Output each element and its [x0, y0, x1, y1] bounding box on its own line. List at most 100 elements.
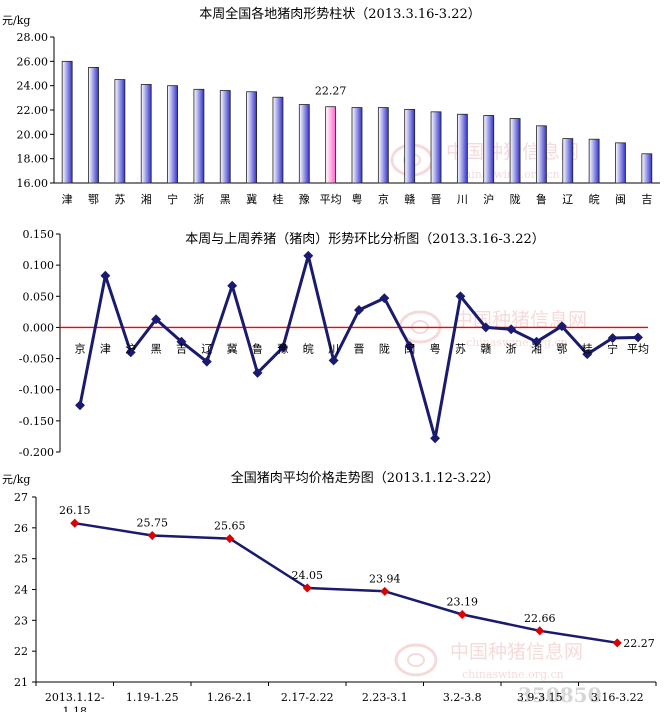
chart2-point [201, 356, 212, 367]
chart2-category-label: 冀 [227, 341, 238, 355]
chart2-point [328, 355, 339, 366]
chart1-ytick-label: 16.00 [17, 177, 49, 190]
chart2-ytick-label: 0.050 [23, 290, 55, 303]
chart2-category-label: 浙 [506, 342, 517, 355]
chart2-point [633, 332, 643, 343]
chart3-category-label: 1.19-1.25 [126, 691, 179, 704]
chart2-category-label: 苏 [455, 342, 466, 355]
chart2-point [252, 367, 263, 378]
chart1-category-label: 桂 [272, 192, 283, 206]
watermark-brand: 350850 [518, 683, 602, 707]
chart3-point [380, 586, 390, 596]
chart1-bar [456, 113, 468, 184]
chart2-category-label: 津 [100, 342, 111, 355]
chart1-y-ticks: 16.00 18.00 20.00 22.00 24.00 26.00 28.00 [17, 31, 54, 190]
chart2-point [506, 324, 517, 335]
chart3-x-ticks [35, 682, 657, 686]
chart3-series-line [74, 521, 618, 645]
chart2-category-label: 宁 [607, 341, 618, 355]
chart3-point [535, 626, 545, 636]
chart2-point [480, 322, 491, 333]
chart1-bar [377, 107, 389, 184]
bar-chart-provinces: 本周全国各地猪肉形势柱状（2013.3.16-3.22） 元/kg 16.001… [2, 6, 660, 206]
chart1-highlight-label: 22.27 [315, 85, 347, 98]
chart2-point [455, 291, 466, 302]
chart1-ytick-label: 26.00 [17, 55, 49, 68]
chart2-point [354, 305, 364, 315]
watermark-url-3: chinaswine.org.cn [462, 668, 564, 681]
chart3-category-label: 3.2-3.8 [443, 691, 482, 704]
chart2-ytick-label: -0.150 [19, 415, 54, 428]
chart1-category-label: 鲁 [536, 192, 547, 206]
chart1-category-label: 沪 [483, 192, 494, 206]
chart3-data-label: 22.66 [524, 612, 556, 625]
chart2-category-label: 皖 [303, 341, 314, 355]
chart1-bar [430, 111, 442, 184]
chart1-category-label: 闽 [615, 193, 626, 206]
chart3-y-ticks: 21 22 23 24 25 26 27 [14, 491, 36, 689]
chart2-point [303, 250, 314, 261]
chart2-category-label: 鲁 [252, 341, 263, 355]
chart3-ytick-label: 22 [14, 645, 28, 658]
chart1-category-label: 辽 [562, 193, 573, 206]
chart1-category-label: 京 [378, 192, 389, 206]
chart2-ytick-label: 0.000 [23, 321, 55, 334]
chart1-bar [641, 153, 653, 184]
chart1-bars [61, 60, 653, 184]
chart3-category-label-cont: 1.18 [63, 705, 88, 712]
chart2-category-label: 陇 [379, 341, 390, 355]
chart3-category-label: 3.16-3.22 [591, 691, 644, 704]
chart1-bar [140, 84, 152, 184]
chart2-category-label: 平均 [627, 342, 649, 355]
chart1-ylabel: 元/kg [2, 14, 30, 27]
chart1-bar [88, 67, 99, 184]
chart2-category-label: 粤 [430, 341, 441, 355]
chart1-category-label: 粤 [352, 192, 363, 206]
chart2-category-label: 沪 [125, 341, 136, 355]
chart3-point [612, 638, 622, 648]
watermark-logo-3 [394, 643, 438, 677]
chart1-category-label: 赣 [404, 192, 415, 206]
chart3-ytick-label: 27 [14, 491, 28, 504]
chart1-bar [61, 60, 73, 184]
chart1-category-label: 浙 [193, 193, 204, 206]
chart2-point [75, 400, 85, 411]
chart1-bar [509, 118, 521, 184]
chart2-point [277, 342, 288, 353]
chart2-point [556, 321, 567, 332]
chart2-point [176, 336, 187, 347]
chart1-category-label: 豫 [299, 193, 310, 206]
chart1-category-label: 黑 [220, 193, 231, 206]
chart1-bar [167, 85, 178, 184]
chart1-bar [536, 125, 547, 184]
chart1-category-label: 吉 [641, 193, 652, 206]
chart1-bar [114, 79, 126, 184]
chart2-ytick-label: -0.100 [19, 384, 54, 397]
chart2-point [430, 433, 441, 444]
chart1-bar [351, 107, 363, 184]
chart1-category-label: 冀 [246, 192, 257, 206]
chart1-bar [219, 90, 231, 184]
chart3-data-label: 26.15 [59, 504, 91, 517]
chart1-bar [404, 108, 416, 184]
chart3-ytick-label: 25 [14, 553, 28, 566]
chart2-point [151, 314, 162, 325]
chart1-bar [246, 91, 258, 184]
chart2-categories: 京 津 沪 黑 吉 辽 冀鲁 豫 皖 川 晋 陇 闽 粤 苏 赣 浙 湘 鄂 桂宁平均 [75, 341, 650, 355]
chart3-data-label: 23.19 [447, 595, 479, 608]
chart1-bar [193, 88, 205, 184]
chart3-category-label: 1.26-2.1 [207, 691, 253, 704]
chart1-category-label: 川 [457, 193, 468, 206]
chart3-categories: 2013.1.12-1.18 1.19-1.25 1.26-2.1 2.17-2.22… [45, 691, 644, 712]
chart1-bar [615, 142, 626, 184]
chart3-ytick-label: 21 [14, 676, 28, 689]
chart3-point [302, 583, 312, 593]
chart2-points [75, 250, 643, 444]
chart3-data-label: 23.94 [369, 572, 401, 585]
line-chart-price-trend: 全国猪肉平均价格走势图（2013.1.12-3.22） 元/kg 2122232… [2, 470, 657, 712]
line-chart-weekly-change: 本周与上周养猪（猪肉）形势环比分析图（2013.3.16-3.22） 0.150… [19, 228, 649, 459]
chart2-category-label: 晋 [354, 342, 365, 355]
chart1-ytick-label: 24.00 [17, 80, 49, 93]
chart1-bar [562, 138, 574, 184]
